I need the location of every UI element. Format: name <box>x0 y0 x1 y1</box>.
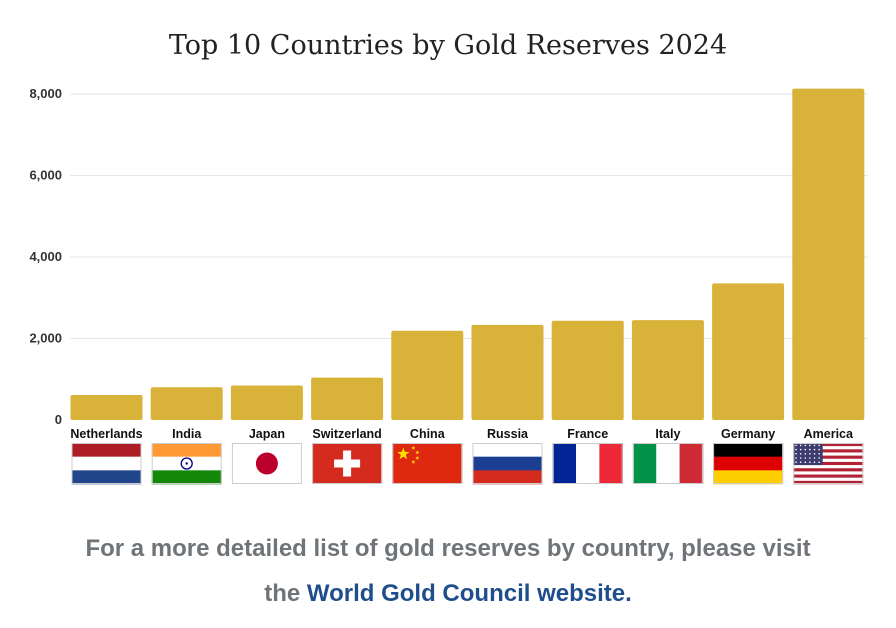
x-tick-label: Japan <box>249 427 285 441</box>
x-tick-label: France <box>567 427 608 441</box>
russia-flag-icon <box>472 443 543 485</box>
usa-flag-icon <box>793 443 864 485</box>
bar-netherlands <box>70 395 143 420</box>
x-tick-label: Russia <box>487 427 529 441</box>
bar-switzerland <box>311 377 384 420</box>
x-tick-label: Netherlands <box>70 427 142 441</box>
switzerland-flag-icon <box>312 443 383 484</box>
india-flag-icon <box>151 443 222 485</box>
netherlands-flag-icon <box>71 443 142 485</box>
bar-america <box>792 88 865 420</box>
japan-flag-icon <box>231 443 302 484</box>
footer-text: For a more detailed list of gold reserve… <box>85 535 811 562</box>
bar-russia <box>471 324 544 420</box>
y-tick-label: 4,000 <box>29 249 62 264</box>
germany-flag-icon <box>713 443 784 485</box>
bar-chart: 0 2,000 4,000 6,000 8,000 Netherlands India Jap… <box>29 86 868 485</box>
x-tick-label: India <box>172 427 202 441</box>
world-gold-council-link[interactable]: World Gold Council website. <box>306 580 632 607</box>
italy-flag-icon <box>632 443 704 484</box>
y-tick-label: 8,000 <box>29 86 62 101</box>
footer-prefix: the <box>264 580 307 607</box>
chart-title: Top 10 Countries by Gold Reserves 2024 <box>168 30 728 61</box>
bar-italy <box>631 320 704 420</box>
bar-germany <box>712 283 785 420</box>
france-flag-icon <box>552 443 623 484</box>
x-tick-label: China <box>410 427 446 441</box>
bar-japan <box>230 385 303 420</box>
china-flag-icon <box>392 443 463 484</box>
x-tick-label: Switzerland <box>312 427 381 441</box>
bar-india <box>150 387 223 420</box>
footer-text-line2: the World Gold Council website. <box>0 580 896 608</box>
x-tick-label: Germany <box>721 427 775 441</box>
y-tick-label: 6,000 <box>29 168 62 183</box>
bar-china <box>391 330 464 420</box>
x-tick-label: Italy <box>655 427 680 441</box>
y-tick-label: 2,000 <box>29 331 62 346</box>
bar-france <box>551 320 624 420</box>
y-tick-label: 0 <box>55 412 62 427</box>
x-tick-label: America <box>804 427 854 441</box>
